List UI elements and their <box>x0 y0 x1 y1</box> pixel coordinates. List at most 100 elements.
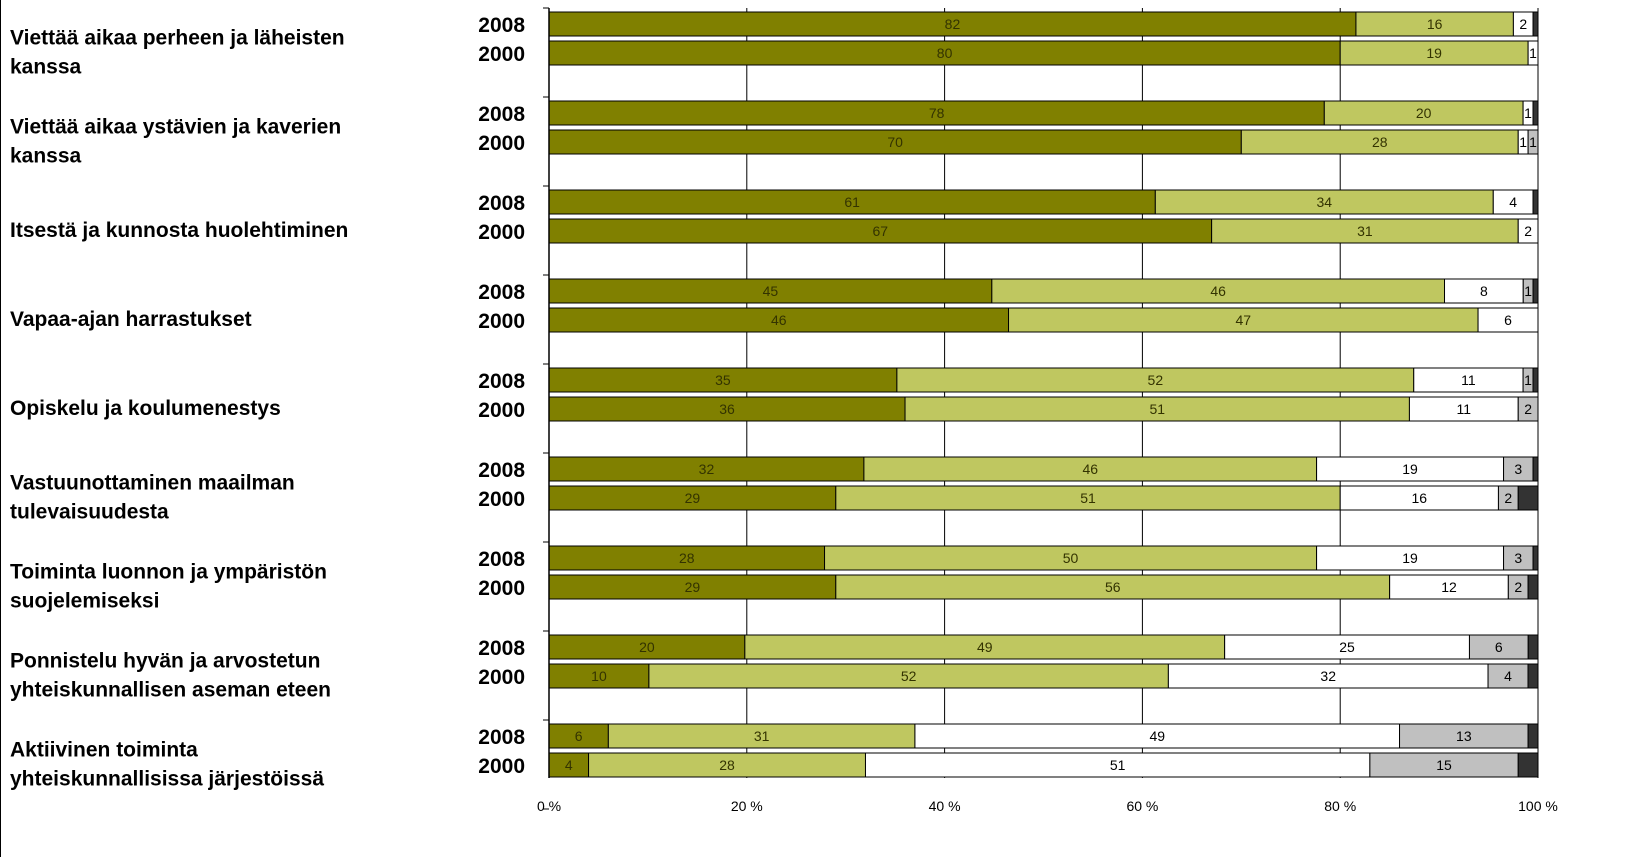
category-label: Viettää aikaa perheen ja läheisten kanssa <box>10 27 345 79</box>
bar-segment <box>1339 485 1499 511</box>
data-label: 1 <box>1519 134 1527 150</box>
year-label: 2000 <box>478 43 525 66</box>
data-label: 1 <box>1524 372 1532 388</box>
data-label: 2 <box>1524 401 1532 417</box>
data-label: 52 <box>1148 372 1164 388</box>
year-label: 2008 <box>478 459 525 482</box>
bar-segment <box>1316 545 1505 571</box>
data-label: 1 <box>1524 105 1532 121</box>
bar-segment <box>1532 456 1539 482</box>
year-label: 2000 <box>478 310 525 333</box>
data-label: 2 <box>1524 223 1532 239</box>
year-label: 2008 <box>478 103 525 126</box>
bar-segment <box>548 307 1010 333</box>
bar-segment <box>1316 456 1505 482</box>
data-label: 29 <box>685 579 701 595</box>
data-label: 13 <box>1456 728 1472 744</box>
data-label: 6 <box>1495 639 1503 655</box>
bar-segment <box>1323 100 1524 126</box>
data-label: 15 <box>1436 757 1452 773</box>
bar-segment <box>1527 723 1539 749</box>
bar-segment <box>1408 396 1519 422</box>
bar-segment <box>1517 396 1539 422</box>
bar-segment <box>904 396 1410 422</box>
bar-segment <box>548 723 609 749</box>
data-label: 11 <box>1457 401 1472 417</box>
data-label: 35 <box>715 372 731 388</box>
year-label: 2008 <box>478 281 525 304</box>
bar-segment <box>1008 307 1479 333</box>
bar-segment <box>1492 189 1534 215</box>
bar-segment <box>1527 40 1539 66</box>
x-tick-label: 40 % <box>929 798 961 814</box>
bar-segment <box>896 367 1415 393</box>
data-label: 70 <box>887 134 903 150</box>
data-label: 34 <box>1317 194 1333 210</box>
bar-segment <box>1517 752 1539 778</box>
bar-segment <box>1339 40 1529 66</box>
data-label: 47 <box>1236 312 1252 328</box>
year-label: 2000 <box>478 577 525 600</box>
data-label: 46 <box>1082 461 1098 477</box>
x-tick-label: 100 % <box>1518 798 1558 814</box>
bar-segment <box>1532 11 1539 37</box>
category-label: Ponnistelu hyvän ja arvostetun yhteiskunn… <box>10 650 331 702</box>
bar-segment <box>1527 663 1539 689</box>
bar-segment <box>1517 218 1539 244</box>
category-labels: Viettää aikaa perheen ja läheisten kanssa… <box>10 14 525 791</box>
bar-segment <box>1399 723 1529 749</box>
data-label: 45 <box>763 283 779 299</box>
data-label: 51 <box>1110 757 1126 773</box>
bar-segment <box>548 663 650 689</box>
year-label: 2000 <box>478 399 525 422</box>
x-tick-label: 60 % <box>1126 798 1158 814</box>
category-label: Toiminta luonnon ja ympäristön suojelemis… <box>10 561 327 613</box>
data-label: 4 <box>1509 194 1517 210</box>
data-label: 2 <box>1519 16 1527 32</box>
bar-segment <box>1154 189 1494 215</box>
bar-segment <box>1369 752 1519 778</box>
bar-segment <box>1487 663 1529 689</box>
x-tick-label: 0 % <box>537 798 561 814</box>
year-label: 2000 <box>478 132 525 155</box>
data-label: 1 <box>1529 134 1537 150</box>
category-label: Vapaa-ajan harrastukset <box>10 308 252 331</box>
bar-segment <box>548 189 1156 215</box>
data-label: 1 <box>1529 45 1537 61</box>
data-label: 80 <box>937 45 953 61</box>
bar-segment <box>744 634 1226 660</box>
data-label: 67 <box>873 223 889 239</box>
bar-segment <box>1389 574 1509 600</box>
data-label: 4 <box>565 757 573 773</box>
data-label: 19 <box>1402 550 1418 566</box>
bar-segment <box>1527 634 1539 660</box>
data-label: 32 <box>1320 668 1336 684</box>
data-label: 20 <box>639 639 655 655</box>
data-label: 20 <box>1416 105 1432 121</box>
data-label: 1 <box>1524 283 1532 299</box>
bar-segment <box>1468 634 1529 660</box>
bar-segment <box>1413 367 1524 393</box>
category-label: Opiskelu ja koulumenestys <box>10 397 281 420</box>
bar-segment <box>1532 545 1539 571</box>
bar-segment <box>548 367 898 393</box>
bar-segment <box>607 723 916 749</box>
data-label: 19 <box>1426 45 1442 61</box>
data-label: 8 <box>1480 283 1488 299</box>
x-tick-label: 20 % <box>731 798 763 814</box>
data-label: 52 <box>901 668 917 684</box>
data-label: 2 <box>1504 490 1512 506</box>
data-label: 19 <box>1402 461 1418 477</box>
year-label: 2008 <box>478 548 525 571</box>
year-label: 2008 <box>478 637 525 660</box>
data-label: 82 <box>945 16 961 32</box>
category-label: Viettää aikaa ystävien ja kaverien kanssa <box>10 116 341 168</box>
bar-segment <box>548 218 1213 244</box>
bar-segment <box>1211 218 1519 244</box>
bar-segment <box>1477 307 1539 333</box>
data-label: 50 <box>1063 550 1079 566</box>
data-label: 51 <box>1080 490 1096 506</box>
bar-segment <box>548 129 1242 155</box>
bar-segment <box>1240 129 1519 155</box>
data-label: 56 <box>1105 579 1121 595</box>
